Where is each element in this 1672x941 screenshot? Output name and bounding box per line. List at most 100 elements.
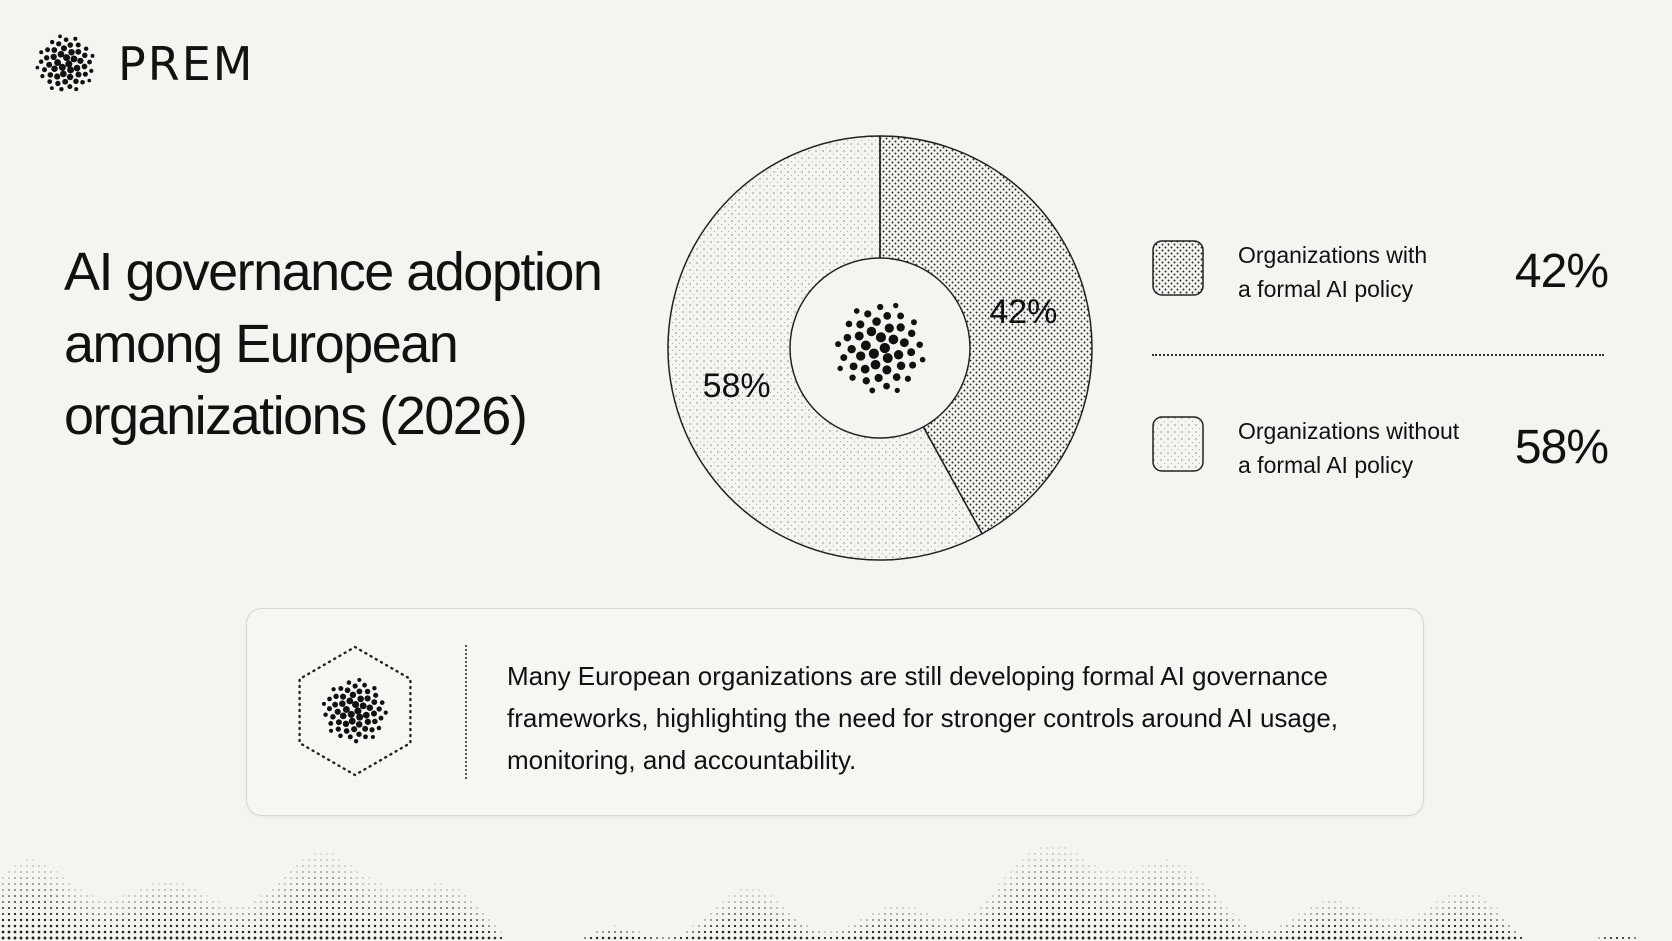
- field-dot: [1304, 919, 1306, 921]
- field-dot: [163, 936, 167, 940]
- field-dot: [56, 895, 58, 897]
- field-dot: [619, 936, 623, 940]
- field-dot: [1226, 919, 1228, 921]
- field-dot: [61, 924, 65, 928]
- field-dot: [451, 936, 455, 940]
- field-dot: [385, 924, 389, 928]
- field-dot: [404, 913, 406, 915]
- field-dot: [998, 913, 1000, 915]
- cluster-dot: [359, 702, 367, 710]
- field-dot: [122, 895, 124, 897]
- field-dot: [1010, 901, 1012, 903]
- field-dot: [398, 895, 400, 897]
- field-dot: [446, 913, 448, 915]
- cluster-dot: [354, 707, 362, 715]
- field-dot: [1040, 895, 1042, 897]
- field-dot: [314, 877, 316, 879]
- field-dot: [50, 889, 52, 891]
- field-dot: [1478, 919, 1480, 921]
- field-dot: [1003, 918, 1007, 922]
- cluster-dot: [352, 700, 360, 709]
- field-dot: [164, 913, 166, 915]
- field-dot: [1106, 907, 1108, 909]
- field-dot: [1417, 936, 1421, 940]
- field-dot: [1598, 937, 1600, 939]
- field-dot: [1369, 936, 1373, 940]
- field-dot: [332, 901, 334, 903]
- field-dot: [229, 930, 233, 934]
- field-dot: [254, 913, 256, 915]
- field-dot: [368, 889, 370, 891]
- field-dot: [368, 907, 370, 909]
- field-dot: [1399, 930, 1403, 934]
- field-dot: [427, 936, 431, 940]
- field-dot: [116, 907, 118, 909]
- cluster-dot: [73, 64, 81, 72]
- field-dot: [494, 931, 496, 933]
- field-dot: [889, 930, 893, 934]
- cluster-dot: [907, 348, 916, 357]
- field-dot: [68, 901, 70, 903]
- field-dot: [1214, 895, 1216, 897]
- field-dot: [710, 925, 712, 927]
- field-dot: [1513, 936, 1517, 940]
- field-dot: [739, 936, 743, 940]
- field-dot: [1034, 865, 1036, 867]
- field-dot: [68, 889, 70, 891]
- field-dot: [409, 924, 413, 928]
- field-dot: [1202, 883, 1204, 885]
- field-dot: [1166, 901, 1168, 903]
- field-dot: [1057, 924, 1061, 928]
- cluster-dot: [75, 71, 82, 78]
- field-dot: [152, 895, 154, 897]
- field-dot: [919, 936, 923, 940]
- field-dot: [415, 924, 419, 928]
- field-dot: [115, 936, 119, 940]
- field-dot: [37, 936, 41, 940]
- field-dot: [295, 912, 299, 916]
- insight-text-line: Many European organizations are still de…: [507, 661, 1328, 691]
- field-dot: [247, 924, 251, 928]
- field-dot: [464, 907, 466, 909]
- field-dot: [92, 901, 94, 903]
- field-dot: [392, 901, 394, 903]
- field-dot: [1219, 930, 1223, 934]
- field-dot: [1429, 936, 1433, 940]
- field-dot: [1118, 907, 1120, 909]
- field-dot: [266, 913, 268, 915]
- field-dot: [751, 936, 755, 940]
- field-dot: [830, 931, 832, 933]
- field-dot: [338, 901, 340, 903]
- field-dot: [44, 895, 46, 897]
- field-dot: [1370, 913, 1372, 915]
- field-dot: [788, 925, 790, 927]
- field-dot: [1094, 889, 1096, 891]
- field-dot: [890, 919, 892, 921]
- field-dot: [290, 871, 292, 873]
- field-dot: [13, 936, 17, 940]
- field-dot: [715, 936, 719, 940]
- field-dot: [823, 936, 827, 940]
- field-dot: [1250, 931, 1252, 933]
- field-dot: [710, 919, 712, 921]
- field-dot: [805, 936, 809, 940]
- field-dot: [44, 871, 46, 873]
- field-dot: [1309, 936, 1313, 940]
- field-dot: [43, 912, 47, 916]
- field-dot: [1063, 930, 1067, 934]
- field-dot: [151, 924, 155, 928]
- field-dot: [1184, 877, 1186, 879]
- field-dot: [241, 930, 245, 934]
- field-dot: [175, 924, 179, 928]
- field-dot: [1225, 936, 1229, 940]
- cluster-dot: [896, 361, 906, 371]
- field-dot: [265, 924, 269, 928]
- field-dot: [878, 919, 880, 921]
- field-dot: [427, 918, 431, 922]
- field-dot: [1219, 936, 1223, 940]
- field-dot: [974, 913, 976, 915]
- field-dot: [20, 889, 22, 891]
- field-dot: [1370, 919, 1372, 921]
- field-dot: [1081, 912, 1085, 916]
- field-dot: [1070, 877, 1072, 879]
